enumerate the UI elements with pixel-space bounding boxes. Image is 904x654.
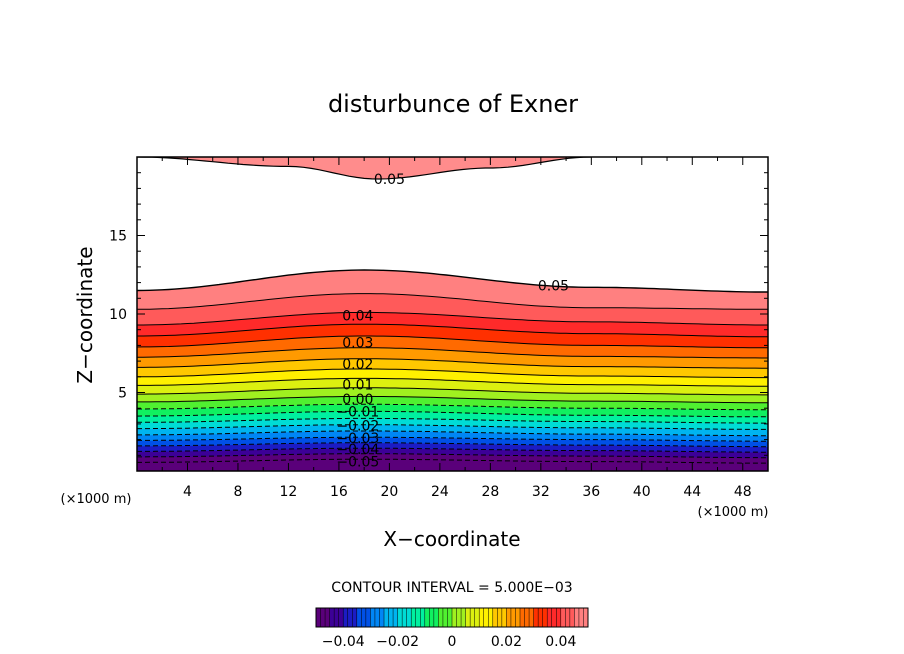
x-tick-label: 40 — [633, 484, 651, 500]
contour-label: 0.04 — [342, 309, 373, 325]
contour-label: 0.01 — [342, 378, 373, 394]
colorbar-swatch — [329, 608, 344, 627]
contour-label: −0.01 — [336, 404, 379, 420]
y-axis-label: Z−coordinate — [73, 246, 97, 383]
colorbar-swatch — [356, 608, 371, 627]
contour-label: 0.05 — [374, 172, 405, 188]
colorbar: −0.04 −0.02 0 0.02 0.04 — [315, 607, 589, 650]
colorbar-swatch — [452, 608, 466, 627]
contour-line — [137, 442, 768, 448]
contour-line — [137, 458, 768, 464]
contour-lines — [137, 157, 768, 464]
contour-fills — [137, 157, 768, 471]
contour-label: −0.04 — [336, 442, 379, 458]
x-tick-label: 8 — [233, 484, 242, 500]
x-tick-label: 24 — [431, 484, 449, 500]
contour-line — [137, 430, 768, 437]
contour-line-upper — [137, 157, 592, 180]
contour-label: 0.03 — [342, 335, 373, 351]
contour-line — [137, 368, 768, 379]
x-tick-label: 36 — [582, 484, 600, 500]
colorbar-swatch — [520, 608, 534, 627]
chart-title: disturbunce of Exner — [328, 90, 578, 118]
contour-label: −0.05 — [336, 455, 379, 471]
contour-line — [137, 358, 768, 369]
contour-line — [137, 453, 768, 459]
colorbar-tick-label: −0.02 — [376, 634, 419, 650]
upper-high-region — [137, 157, 592, 179]
x-tick-label: 44 — [683, 484, 701, 500]
colorbar-swatch — [397, 608, 412, 627]
contour-line — [137, 311, 768, 326]
colorbar-swatch — [316, 608, 330, 627]
colorbar-swatch — [547, 608, 562, 627]
x-tick-label: 28 — [481, 484, 499, 500]
contour-line — [137, 269, 768, 293]
contour-label: −0.02 — [336, 418, 379, 434]
y-tick-label: 5 — [118, 386, 127, 402]
contour-line — [137, 447, 768, 453]
contour-line — [137, 424, 768, 430]
contour-line — [137, 377, 768, 387]
contour-line — [137, 410, 768, 418]
y-tick-label: 15 — [109, 229, 127, 245]
colorbar-swatch — [343, 608, 358, 627]
contour-line — [137, 293, 768, 310]
x-tick-label: 32 — [532, 484, 550, 500]
contour-line — [137, 436, 768, 442]
contour-line — [137, 403, 768, 411]
x-tick-label: 48 — [734, 484, 752, 500]
contour-labels: 0.050.050.040.030.020.010.00−0.01−0.02−0… — [336, 172, 569, 471]
x-tick-label: 12 — [280, 484, 298, 500]
y-tick-label: 10 — [109, 307, 127, 323]
colorbar-tick-label: −0.04 — [322, 634, 365, 650]
contour-interval-text: CONTOUR INTERVAL = 5.000E−03 — [331, 580, 572, 596]
colorbar-swatch — [506, 608, 521, 627]
colorbar-tick-label: 0.02 — [491, 634, 522, 650]
contour-line — [137, 323, 768, 338]
colorbar-swatch — [533, 608, 548, 627]
colorbar-swatch — [492, 608, 507, 627]
x-tick-label: 4 — [183, 484, 192, 500]
contour-label: −0.03 — [336, 431, 379, 447]
contour-line — [137, 335, 768, 349]
colorbar-tick-label: 0.04 — [545, 634, 576, 650]
colorbar-swatch — [574, 608, 589, 627]
colorbar-frame — [315, 607, 589, 628]
colorbar-swatch — [479, 608, 494, 627]
x-axis-unit: (×1000 m) — [698, 505, 769, 520]
contour-line — [137, 347, 768, 359]
colorbar-swatch — [560, 608, 575, 627]
colorbar-swatch — [465, 608, 480, 627]
contour-label: 0.05 — [538, 279, 569, 295]
colorbar-swatch — [370, 608, 385, 627]
y-axis-unit: (×1000 m) — [61, 492, 132, 507]
contour-line — [137, 417, 768, 424]
x-axis-label: X−coordinate — [383, 527, 520, 551]
contour-line — [137, 387, 768, 396]
colorbar-swatch — [384, 608, 398, 627]
x-tick-label: 20 — [380, 484, 398, 500]
colorbar-swatch — [438, 608, 453, 627]
contour-label: 0.02 — [342, 357, 373, 373]
colorbar-swatch — [424, 608, 439, 627]
contour-label: 0.00 — [342, 392, 373, 408]
contour-line — [137, 395, 768, 404]
colorbar-tick-label: 0 — [448, 634, 457, 650]
x-tick-label: 16 — [330, 484, 348, 500]
colorbar-swatch — [411, 608, 426, 627]
